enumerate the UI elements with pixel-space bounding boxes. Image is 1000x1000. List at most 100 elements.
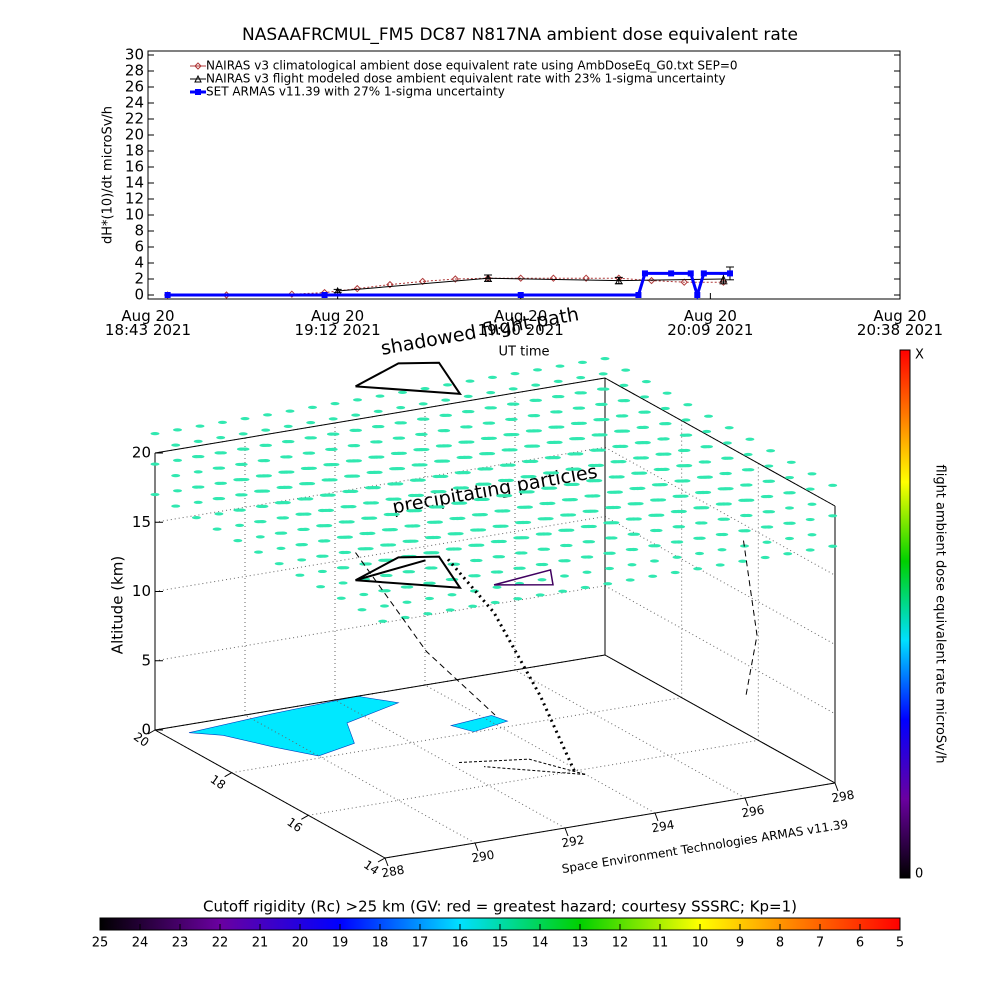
lon-tick-label: 294	[650, 818, 675, 836]
particle	[394, 421, 404, 425]
particle	[657, 437, 667, 441]
particle	[407, 493, 417, 498]
particle	[670, 570, 680, 575]
particle	[738, 559, 748, 563]
legend-label: NAIRAS v3 flight modeled dose ambient eq…	[206, 72, 726, 86]
particle	[380, 573, 389, 578]
series-line	[167, 277, 724, 296]
particle	[402, 570, 412, 574]
z-tick-label: 15	[132, 513, 151, 531]
particle	[582, 570, 592, 574]
particle	[317, 508, 327, 513]
particle	[383, 512, 393, 517]
particle	[380, 604, 389, 608]
colorbar-tick-label: 9	[736, 936, 744, 951]
particle	[785, 475, 794, 480]
lon-tick	[744, 797, 749, 807]
particle	[828, 483, 838, 487]
marker	[687, 270, 694, 277]
y-tick-label: 14	[125, 174, 144, 192]
particle	[357, 608, 367, 612]
particle	[605, 536, 614, 540]
particle	[740, 483, 749, 487]
particle	[274, 562, 284, 566]
particle	[606, 490, 616, 494]
particle	[389, 467, 398, 471]
particle	[378, 558, 388, 562]
particle	[717, 487, 727, 491]
landmass	[449, 715, 509, 733]
particle	[672, 494, 682, 498]
particle	[434, 459, 443, 463]
particle	[423, 551, 433, 555]
marker	[194, 62, 202, 70]
particle	[437, 429, 447, 433]
particle	[503, 433, 513, 437]
particle	[595, 402, 605, 407]
lat-tick	[224, 772, 232, 778]
lon-tick-label: 292	[560, 833, 585, 851]
particle	[677, 448, 687, 453]
marker	[615, 276, 623, 285]
particle	[173, 458, 182, 462]
particle	[390, 451, 400, 456]
particle	[380, 543, 389, 547]
particle	[171, 504, 181, 508]
particle	[492, 555, 502, 559]
particle	[505, 417, 515, 422]
marker	[549, 274, 558, 282]
marker	[386, 280, 394, 289]
grid-line	[154, 585, 606, 662]
colorbar-bottom-label: 0	[915, 867, 923, 882]
particle	[569, 437, 578, 441]
particle	[235, 462, 245, 467]
particle	[783, 491, 793, 495]
particle	[468, 574, 478, 578]
particle	[627, 502, 637, 506]
y-tick-label: 26	[125, 78, 144, 96]
particle	[715, 532, 725, 537]
series-line	[337, 277, 724, 292]
particle	[297, 527, 307, 532]
particle	[195, 424, 205, 428]
particle	[760, 525, 770, 529]
particle	[550, 410, 560, 414]
lon-tick	[654, 812, 659, 822]
particle	[605, 505, 614, 510]
colorbar	[899, 349, 911, 879]
particle	[351, 413, 361, 417]
colorbar-tick-label: 17	[412, 936, 429, 951]
box-edge	[604, 654, 836, 784]
particle	[465, 379, 475, 383]
marker	[288, 290, 296, 298]
particle	[373, 409, 383, 413]
particle	[316, 524, 326, 528]
particle	[218, 420, 227, 424]
grid-line	[334, 699, 566, 829]
marker	[484, 274, 492, 282]
particle	[828, 544, 838, 548]
particle	[531, 383, 541, 387]
particle	[357, 547, 367, 551]
particle	[631, 471, 641, 475]
particle	[254, 520, 263, 524]
colorbar-tick-label: 5	[896, 936, 904, 951]
particle	[715, 563, 725, 567]
particle	[693, 567, 703, 571]
particle	[336, 566, 346, 570]
particle	[641, 380, 651, 384]
particle	[572, 406, 582, 410]
lat-tick-label: 18	[208, 772, 229, 792]
x-tick-label: Aug 20 18:43 2021	[105, 307, 191, 339]
particle	[785, 506, 794, 510]
particle	[338, 581, 348, 585]
particle	[582, 509, 592, 513]
colorbar-tick-label: 22	[212, 936, 229, 951]
particle	[171, 474, 181, 478]
particle	[387, 482, 397, 486]
particle	[598, 372, 608, 376]
particle	[317, 569, 327, 574]
z-tick-label: 5	[141, 651, 151, 669]
particle	[439, 413, 449, 417]
particle	[342, 489, 352, 494]
